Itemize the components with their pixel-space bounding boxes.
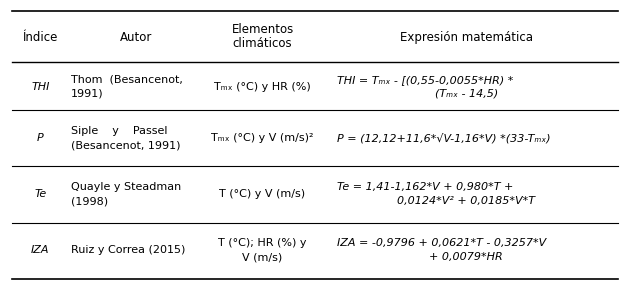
Text: P: P [37,133,43,143]
Text: 1991): 1991) [71,89,104,99]
Text: IZA = -0,9796 + 0,0621*T⁡ - 0,3257*V: IZA = -0,9796 + 0,0621*T⁡ - 0,3257*V [336,238,546,248]
Text: climáticos: climáticos [232,37,292,50]
Text: V (m/s): V (m/s) [243,252,283,262]
Text: THI = Tₘₓ - [(0,55-0,0055*HR) *: THI = Tₘₓ - [(0,55-0,0055*HR) * [336,75,513,85]
Text: (Besancenot, 1991): (Besancenot, 1991) [71,140,181,150]
Text: Te = 1,41-1,162*V + 0,980*T +: Te = 1,41-1,162*V + 0,980*T + [336,182,513,192]
Text: Índice: Índice [23,31,58,44]
Text: P = (12,12+11,6*√V-1,16*V) *(33-Tₘₓ): P = (12,12+11,6*√V-1,16*V) *(33-Tₘₓ) [336,133,550,144]
Text: Elementos: Elementos [231,23,294,36]
Text: Siple    y    Passel: Siple y Passel [71,126,168,136]
Text: Expresión matemática: Expresión matemática [400,31,533,44]
Text: Tₘₓ (°C) y V (m/s)²: Tₘₓ (°C) y V (m/s)² [211,133,314,143]
Text: 0,0124*V² + 0,0185*V*T: 0,0124*V² + 0,0185*V*T [398,196,536,206]
Text: (1998): (1998) [71,196,108,206]
Text: Tₘₓ (°C) y HR (%): Tₘₓ (°C) y HR (%) [214,82,311,92]
Text: IZA: IZA [31,245,50,255]
Text: + 0,0079*HR: + 0,0079*HR [430,252,503,262]
Text: T⁡ (°C) y V (m/s): T⁡ (°C) y V (m/s) [219,189,306,199]
Text: Thom  (Besancenot,: Thom (Besancenot, [71,75,183,85]
Text: T⁡ (°C); HR (%) y: T⁡ (°C); HR (%) y [218,238,307,248]
Text: Autor: Autor [120,31,152,44]
Text: Quayle y Steadman: Quayle y Steadman [71,182,181,192]
Text: Te: Te [34,189,47,199]
Text: (Tₘₓ - 14,5): (Tₘₓ - 14,5) [435,89,498,99]
Text: THI: THI [31,82,49,92]
Text: Ruiz y Correa (2015): Ruiz y Correa (2015) [71,245,185,255]
